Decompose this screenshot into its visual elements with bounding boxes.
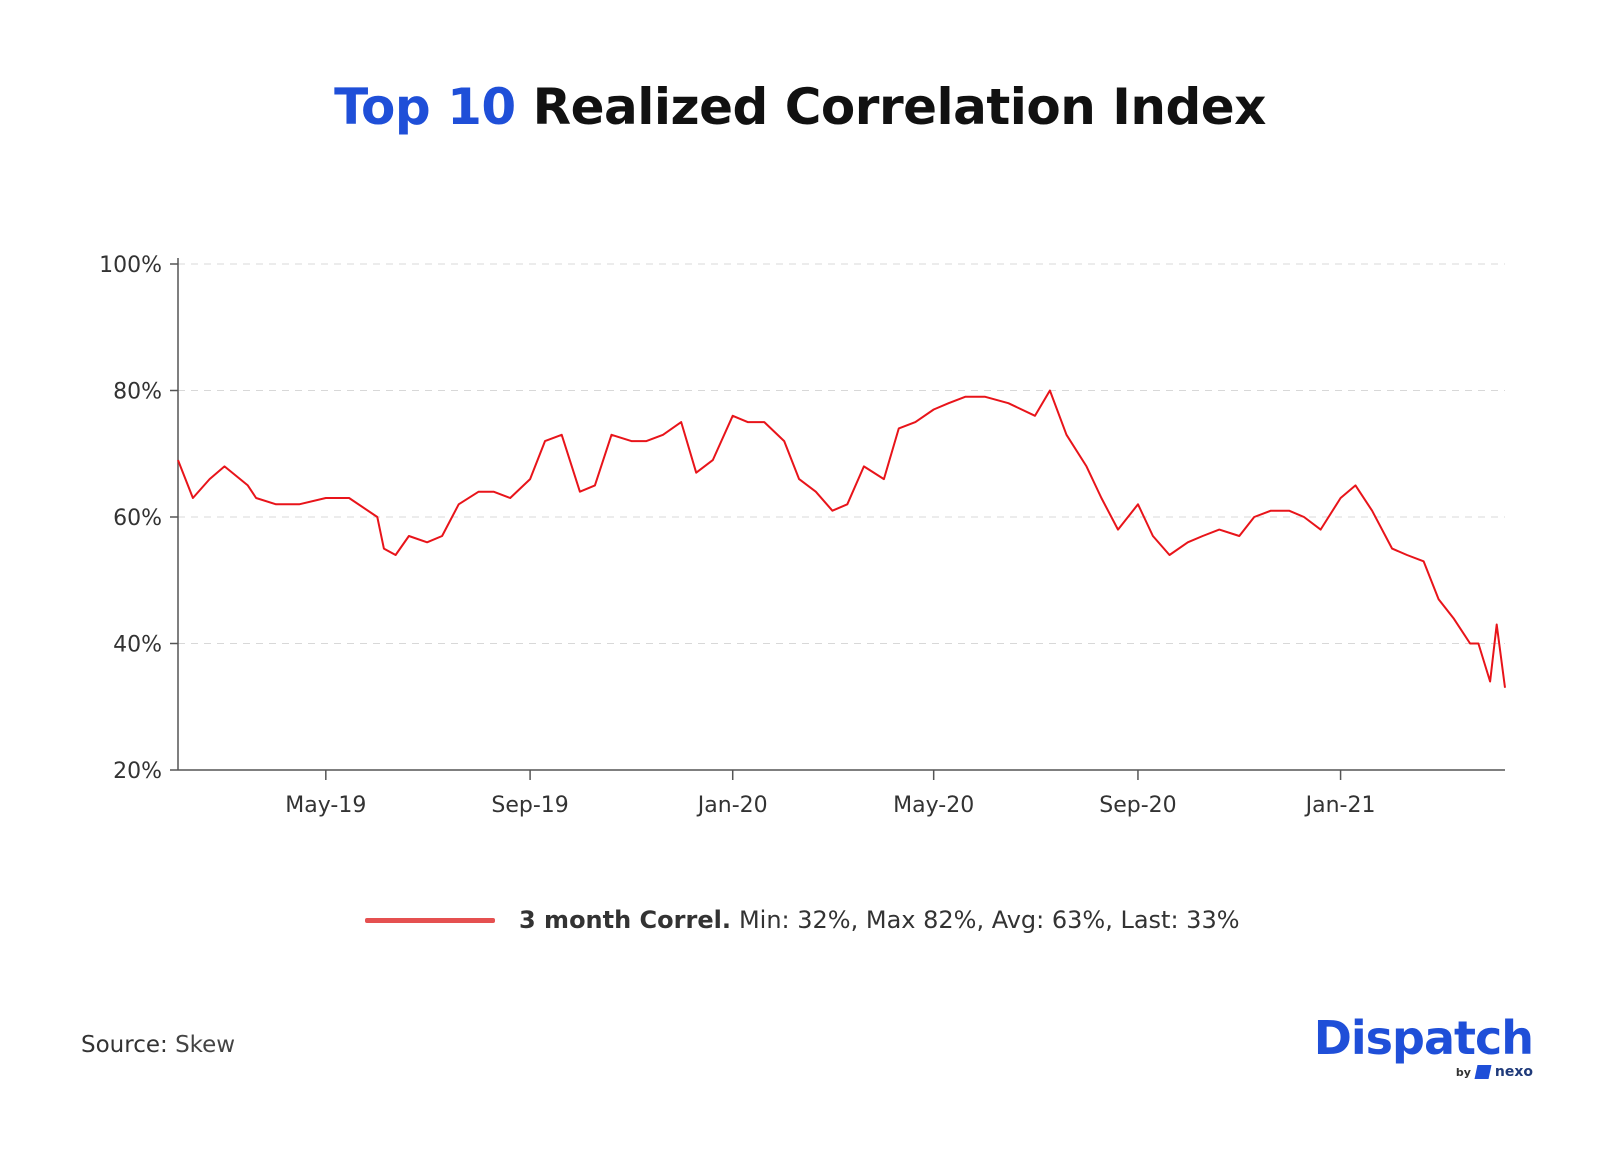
series-layer <box>177 389 1506 688</box>
brand-by: by <box>1455 1065 1471 1079</box>
x-tick-label: Sep-19 <box>491 793 568 818</box>
brand-byline: by nexo <box>1456 1064 1533 1080</box>
title-rest: Realized Correlation Index <box>532 78 1267 136</box>
y-tick-label: 100% <box>99 253 162 278</box>
dispatch-logo: Dispatch by nexo <box>1308 1011 1534 1084</box>
x-tick-label: Jan-20 <box>696 793 768 818</box>
y-axis-ticks: 100% 80% 60% 40% 20% <box>99 253 178 784</box>
gridlines <box>178 263 1505 644</box>
title-accent: Top 10 <box>334 78 516 136</box>
x-tick-label: Sep-20 <box>1099 793 1176 818</box>
brand-partner: nexo <box>1494 1064 1533 1080</box>
nexo-logo-icon <box>1474 1065 1492 1079</box>
x-tick-label: May-19 <box>285 793 366 818</box>
legend-swatch <box>365 917 495 923</box>
x-tick-label: May-20 <box>893 793 974 818</box>
series-line <box>177 389 1506 688</box>
axes <box>177 258 1505 771</box>
chart-title: Top 10 Realized Correlation Index <box>0 78 1600 136</box>
source-note: Source: Skew <box>81 1032 235 1058</box>
legend: 3 month Correl. Min: 32%, Max 82%, Avg: … <box>365 900 1240 940</box>
legend-series-label: 3 month Correl. <box>519 906 731 934</box>
source-value: Skew <box>175 1032 236 1058</box>
x-axis-ticks: May-19 Sep-19 Jan-20 May-20 Sep-20 Jan-21 <box>285 770 1376 818</box>
y-tick-label: 80% <box>113 380 162 405</box>
source-label: Source: <box>81 1032 168 1058</box>
brand-name: Dispatch <box>1313 1011 1534 1065</box>
y-tick-label: 60% <box>113 506 162 531</box>
line-chart: 100% 80% 60% 40% 20% May-19 Sep-19 Jan-20 May-2… <box>99 253 1506 818</box>
y-tick-label: 20% <box>113 759 162 784</box>
x-tick-label: Jan-21 <box>1304 793 1376 818</box>
y-tick-label: 40% <box>113 633 162 658</box>
legend-stats: Min: 32%, Max 82%, Avg: 63%, Last: 33% <box>738 906 1240 934</box>
